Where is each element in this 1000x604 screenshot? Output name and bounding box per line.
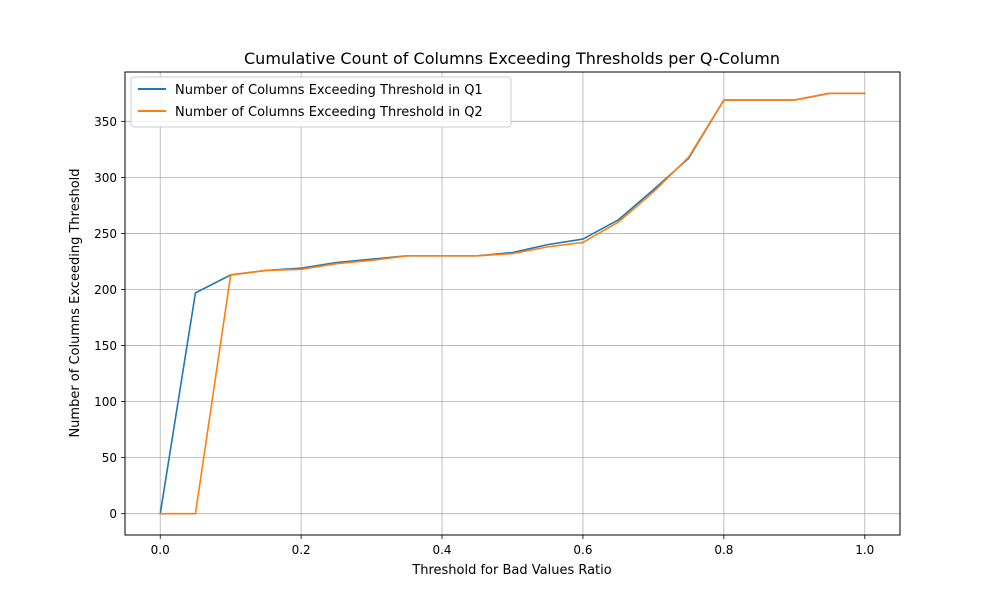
series-lines [159,92,866,515]
legend-label-q1: Number of Columns Exceeding Threshold in… [175,83,483,98]
x-tick-label: 1.0 [855,543,874,557]
y-tick-label: 50 [102,451,117,465]
x-tick-label: 0.2 [292,543,311,557]
y-tick-label: 100 [94,395,117,409]
grid [125,72,900,535]
y-tick-label: 300 [94,171,117,185]
series-line-q1 [159,92,866,515]
x-axis-label: Threshold for Bad Values Ratio [411,563,612,578]
axis-ticks: 0.0 0.2 0.4 0.6 0.8 1.0 0 50 100 150 200 250 300 350 [94,115,874,557]
legend-box [130,76,512,128]
chart-title: Cumulative Count of Columns Exceeding Th… [244,49,780,68]
x-tick-label: 0.4 [432,543,451,557]
y-tick-label: 350 [94,115,117,129]
x-tick-label: 0.6 [573,543,592,557]
y-tick-label: 0 [109,507,117,521]
x-tick-label: 0.0 [151,543,170,557]
legend: Number of Columns Exceeding Threshold in… [130,76,512,128]
y-axis-label: Number of Columns Exceeding Threshold [68,168,83,437]
y-tick-label: 250 [94,227,117,241]
x-tick-label: 0.8 [714,543,733,557]
series-line-q2 [159,92,866,515]
y-tick-label: 200 [94,283,117,297]
plot-frame [124,71,901,536]
y-tick-label: 150 [94,339,117,353]
legend-label-q2: Number of Columns Exceeding Threshold in… [175,105,483,120]
